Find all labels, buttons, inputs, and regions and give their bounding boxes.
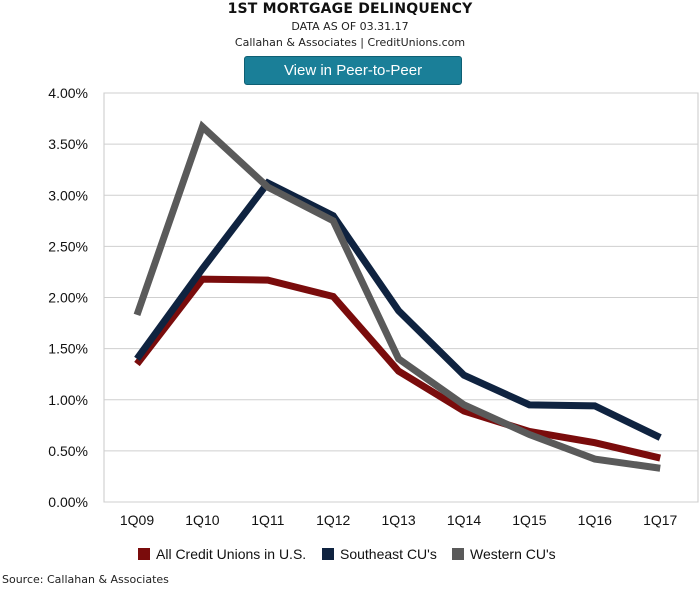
- x-tick-label: 1Q11: [251, 512, 284, 528]
- legend-label: Western CU's: [470, 546, 556, 562]
- chart-title: 1ST MORTGAGE DELINQUENCY: [227, 1, 473, 17]
- y-tick-label: 1.50%: [48, 341, 88, 357]
- x-tick-label: 1Q17: [643, 512, 677, 528]
- y-tick-label: 2.50%: [48, 238, 88, 254]
- y-tick-label: 4.00%: [48, 85, 88, 101]
- y-tick-label: 0.50%: [48, 443, 88, 459]
- x-tick-label: 1Q10: [185, 512, 219, 528]
- x-tick-label: 1Q15: [512, 512, 546, 528]
- y-tick-label: 3.00%: [48, 187, 88, 203]
- series-line-1: [134, 275, 661, 462]
- data-date: DATA AS OF 03.31.17: [291, 20, 409, 33]
- credit-line: Callahan & Associates | CreditUnions.com: [234, 36, 466, 49]
- series-line-3: [133, 120, 661, 472]
- x-tick-label: 1Q09: [120, 512, 154, 528]
- legend-label: All Credit Unions in U.S.: [156, 546, 306, 562]
- y-tick-label: 2.00%: [48, 290, 88, 306]
- legend-swatch: [322, 548, 334, 560]
- x-tick-label: 1Q12: [316, 512, 350, 528]
- view-peer-to-peer-button[interactable]: View in Peer-to-Peer: [244, 56, 462, 85]
- y-tick-label: 3.50%: [48, 136, 88, 152]
- x-tick-label: 1Q16: [578, 512, 612, 528]
- y-tick-label: 1.00%: [48, 392, 88, 408]
- x-tick-label: 1Q14: [447, 512, 481, 528]
- source-note: Source: Callahan & Associates: [2, 573, 169, 586]
- legend-swatch: [138, 548, 150, 560]
- legend-swatch: [452, 548, 464, 560]
- legend-label: Southeast CU's: [340, 546, 437, 562]
- y-tick-label: 0.00%: [48, 494, 88, 510]
- x-tick-label: 1Q13: [381, 512, 415, 528]
- series-line-2: [134, 178, 662, 441]
